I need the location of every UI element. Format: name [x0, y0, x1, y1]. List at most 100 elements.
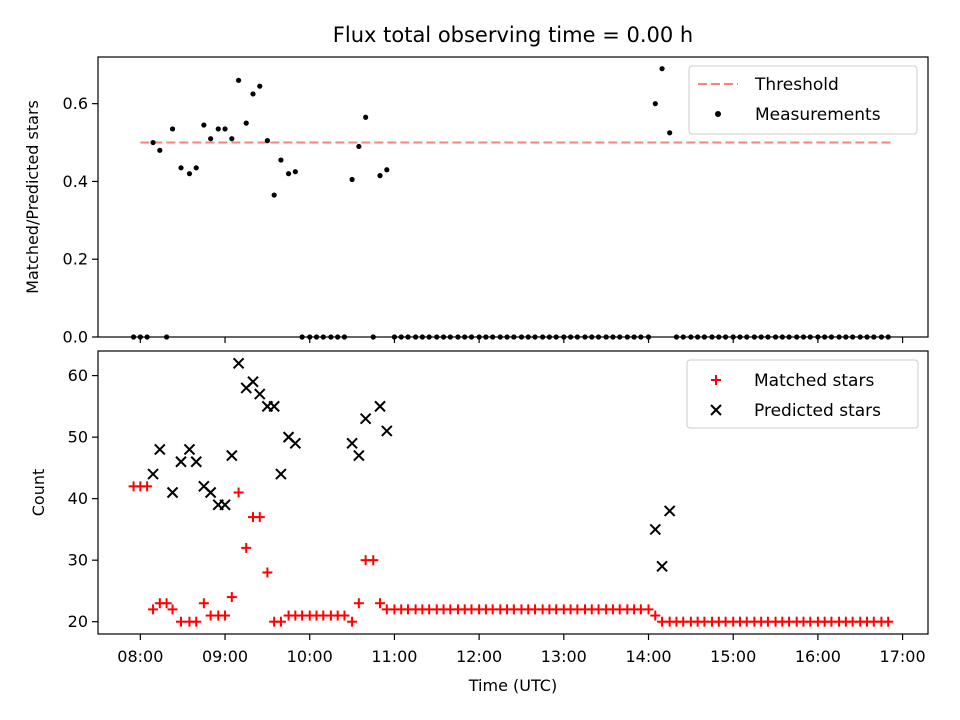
measurement-point	[405, 334, 411, 340]
measurement-point	[504, 334, 510, 340]
matched-star-point	[275, 616, 286, 627]
predicted-star-point	[190, 456, 202, 468]
measurement-point	[271, 192, 277, 198]
x-tick-label: 10:00	[287, 647, 333, 666]
x-tick-label: 16:00	[795, 647, 841, 666]
predicted-star-point	[374, 400, 386, 413]
measurement-point	[638, 334, 644, 340]
predicted-x-b	[275, 468, 287, 480]
legend: Matched stars Predicted stars	[686, 359, 919, 429]
measurement-point	[468, 334, 475, 340]
predicted-star-point	[268, 400, 280, 413]
measurement-point	[413, 334, 419, 340]
predicted-x-b	[147, 468, 159, 480]
measurement-point	[786, 334, 792, 340]
y-axis-label: Count	[29, 469, 48, 517]
measurement-point	[857, 334, 863, 340]
measurement-point	[391, 334, 398, 340]
predicted-star-point	[204, 486, 217, 499]
predicted-star-point	[166, 486, 179, 499]
measurement-point	[235, 77, 242, 83]
measurement-point	[490, 334, 496, 340]
measurement-point	[169, 126, 176, 132]
measurement-point	[871, 334, 877, 340]
measurement-point	[229, 136, 235, 142]
matched-star-point	[167, 604, 178, 615]
measurement-point	[150, 139, 156, 146]
measurement-point	[800, 334, 807, 340]
measurement-point	[546, 334, 553, 340]
predicted-star-point	[247, 376, 259, 388]
count-panel: 20 30 40 50 60 08:00 09:00 10:00 11:00 12:00 13:00…	[29, 350, 929, 695]
x-tick-label: 13:00	[541, 647, 587, 666]
measurement-point	[828, 334, 835, 340]
measurement-point	[589, 334, 595, 340]
measurement-point	[264, 138, 270, 144]
y-tick-label: 0.6	[63, 94, 88, 113]
measurement-point	[398, 334, 404, 340]
measurement-point	[419, 334, 425, 340]
measurement-point	[426, 334, 432, 340]
measurement-point	[631, 334, 637, 340]
matched-star-point	[161, 598, 172, 609]
measurement-point	[815, 334, 821, 340]
y-tick-label: 60	[68, 366, 88, 385]
predicted-x-b	[204, 486, 217, 499]
measurement-point	[278, 157, 284, 163]
measurement-point	[744, 334, 750, 340]
predicted-x-b	[183, 443, 196, 456]
measurement-point	[455, 334, 461, 340]
measurement-point	[186, 171, 193, 177]
y-tick-label: 30	[68, 551, 88, 570]
predicted-x-b	[663, 505, 676, 517]
measurement-point	[320, 334, 326, 340]
measurement-point	[765, 334, 771, 340]
measurement-point	[561, 334, 567, 340]
predicted-x-b	[381, 425, 393, 437]
predicted-x-b	[232, 357, 245, 370]
predicted-star-point	[232, 357, 245, 370]
predicted-star-point	[289, 437, 302, 449]
axes-frame	[97, 350, 929, 635]
predicted-star-point	[154, 443, 166, 456]
predicted-x-b	[268, 400, 280, 413]
y-tick-label: 20	[68, 612, 88, 631]
predicted-x-b	[219, 499, 231, 511]
measurement-point	[377, 173, 383, 179]
measurement-point	[716, 334, 722, 340]
measurement-point	[130, 334, 137, 340]
measurement-point	[328, 334, 334, 340]
matched-star-point	[220, 610, 231, 621]
measurement-point	[137, 334, 143, 340]
predicted-x-b	[198, 480, 210, 493]
measurement-point	[645, 334, 652, 340]
measurement-point	[610, 334, 616, 340]
predicted-x-b	[649, 523, 661, 536]
measurement-point	[384, 167, 390, 173]
measurement-point	[518, 334, 525, 340]
measurement-point	[292, 169, 298, 175]
measurement-point	[603, 334, 609, 340]
predicted-star-point	[275, 468, 287, 480]
measurement-point	[285, 171, 292, 177]
measurement-point	[758, 334, 764, 340]
predicted-star-point	[183, 443, 196, 456]
legend-measurements-label: Measurements	[755, 105, 881, 125]
matched-star-point	[148, 604, 159, 615]
measurement-point	[794, 334, 800, 340]
measurement-point	[624, 334, 630, 340]
measurement-point	[250, 91, 256, 97]
measurement-point	[779, 334, 785, 340]
predicted-star-point	[226, 449, 238, 462]
predicted-star-point	[353, 449, 365, 462]
measurement-point	[701, 334, 708, 340]
x-tick-label: 08:00	[117, 647, 163, 666]
predicted-star-point	[663, 505, 676, 517]
matched-star-point	[368, 555, 379, 566]
measurement-point	[335, 334, 341, 340]
measurement-point	[807, 334, 813, 340]
measurement-point	[730, 334, 736, 340]
predicted-star-point	[649, 523, 661, 536]
measurement-point	[370, 334, 376, 340]
